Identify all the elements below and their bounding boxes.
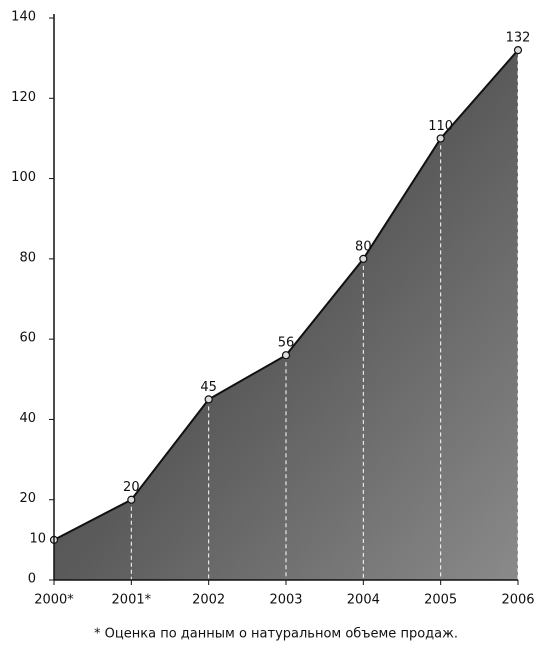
y-tick-label: 0: [28, 572, 36, 587]
x-tick-label: 2001*: [112, 593, 152, 608]
data-label: 10: [29, 531, 46, 546]
y-tick-label: 140: [11, 10, 36, 25]
x-tick-label: 2000*: [34, 593, 74, 608]
point: [281, 351, 291, 360]
y-tick-label: 80: [19, 250, 36, 265]
data-label: 56: [278, 336, 295, 351]
point: [204, 395, 213, 404]
y-tick-label: 100: [11, 170, 36, 185]
data-label: 80: [355, 239, 372, 254]
data-label: 110: [428, 119, 453, 134]
data-label: 132: [506, 31, 531, 46]
x-tick-label: 2003: [269, 593, 302, 608]
point: [127, 495, 136, 504]
point: [513, 46, 523, 55]
y-tick-label: 120: [11, 90, 36, 105]
point: [436, 134, 445, 143]
area: [54, 50, 518, 581]
y-tick-label: 20: [19, 491, 36, 506]
footnote: * Оценка по данным о натуральном объеме …: [94, 627, 458, 642]
y-tick-label: 60: [19, 331, 36, 346]
data-label: 20: [123, 480, 140, 495]
x-tick-label: 2002: [192, 593, 225, 608]
x-tick-label: 2004: [347, 593, 380, 608]
data-label: 45: [200, 380, 217, 395]
x-tick-label: 2005: [424, 593, 457, 608]
x-tick-label: 2006: [501, 593, 534, 608]
y-tick-label: 40: [19, 411, 36, 426]
point: [359, 254, 368, 263]
